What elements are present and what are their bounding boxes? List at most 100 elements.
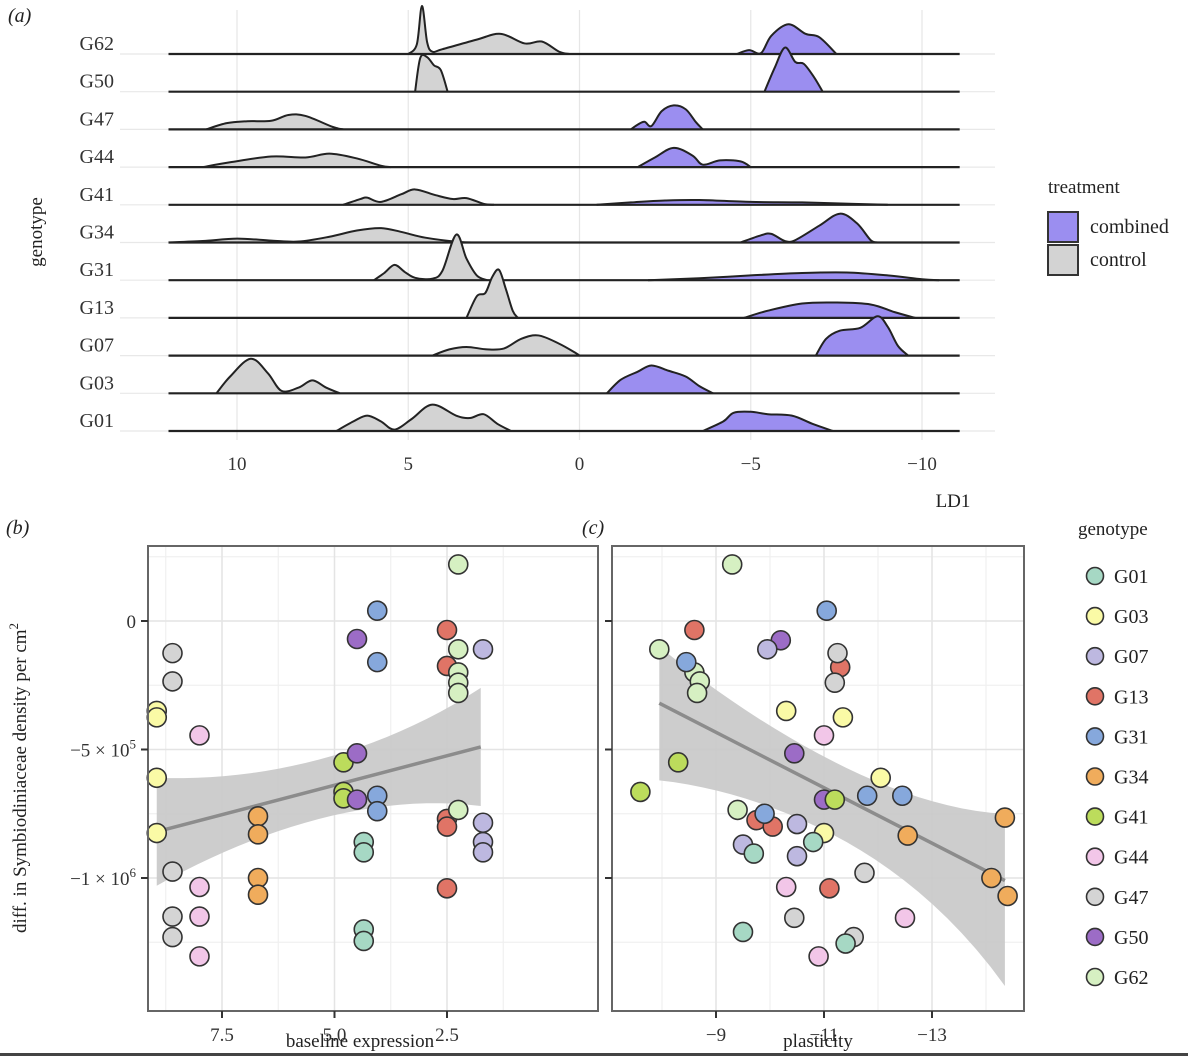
- ridge-g13: [168, 268, 960, 319]
- point-g41: [630, 781, 651, 803]
- point-g62: [721, 554, 743, 575]
- point-g13: [436, 619, 458, 641]
- x-tick-label: 0: [575, 454, 585, 475]
- point-g03: [146, 822, 168, 844]
- legend-dot: [1085, 767, 1105, 786]
- legend-label: G03: [1114, 606, 1148, 628]
- x-tick-label: 10: [228, 454, 247, 475]
- point-g44: [189, 725, 210, 746]
- density-combined-g34: [740, 213, 878, 243]
- point-g34: [247, 884, 269, 906]
- point-g62: [648, 638, 670, 660]
- point-g47: [162, 926, 183, 948]
- point-g31: [891, 785, 913, 807]
- row-label-g47: G47: [80, 108, 114, 130]
- point-g34: [247, 806, 269, 827]
- treatment-legend: treatment combined control: [1047, 177, 1169, 276]
- legend-label-control: control: [1090, 249, 1147, 271]
- plot-frame: [611, 545, 1025, 1012]
- density-outline-combined: [637, 146, 752, 168]
- row-label-g34: G34: [80, 222, 114, 244]
- row-label-g50: G50: [80, 71, 114, 93]
- point-g34: [997, 885, 1018, 907]
- panel-b-scatter: (b) 7.5 5.0 2.5 0 −5 × 105 −1 × 106 diff. in …: [6, 517, 599, 1052]
- y-tick-label: −5 × 105: [70, 737, 136, 762]
- legend-item-g13: G13: [1085, 686, 1148, 708]
- ridge-g07: [168, 315, 960, 357]
- legend-item-g41: G41: [1085, 807, 1148, 829]
- point-g34: [994, 807, 1016, 828]
- legend-dot: [1085, 847, 1105, 867]
- point-g47: [824, 672, 846, 693]
- legend-dot: [1085, 967, 1105, 987]
- density-combined-g01: [702, 411, 833, 431]
- treatment-legend-title: treatment: [1048, 177, 1120, 198]
- density-outline-combined: [606, 364, 714, 395]
- point-g31: [816, 600, 838, 622]
- density-control-g62: [408, 5, 570, 55]
- point-g03: [870, 767, 892, 789]
- panel-a-row-labels: G62 G50 G47 G44 G41 G34 G31 G13 G07 G03 G01: [80, 33, 114, 432]
- panel-b-label: (b): [6, 517, 30, 539]
- point-g31: [754, 803, 775, 825]
- density-outline-combined: [647, 271, 940, 282]
- point-g41: [667, 752, 689, 773]
- point-g13: [436, 877, 458, 899]
- density-outline-combined: [736, 23, 838, 55]
- legend-swatch-control: [1047, 244, 1079, 276]
- x-tick-label: −9: [706, 1025, 726, 1046]
- point-g47: [162, 861, 183, 882]
- density-combined-g03: [606, 365, 714, 394]
- legend-dot: [1085, 646, 1105, 666]
- ridge-g03: [168, 357, 960, 395]
- point-g07: [786, 845, 808, 867]
- density-outline-combined: [630, 104, 704, 131]
- ridge-g31: [168, 233, 960, 282]
- legend-item-g34: G34: [1085, 767, 1148, 789]
- density-control-g13: [466, 269, 518, 318]
- legend-item-g50: G50: [1085, 927, 1148, 949]
- point-g50: [346, 743, 368, 764]
- point-g62: [447, 682, 469, 704]
- point-g62: [447, 638, 469, 660]
- density-control-g01: [336, 404, 511, 431]
- point-g07: [472, 841, 494, 863]
- point-g31: [366, 600, 388, 622]
- point-g50: [346, 628, 368, 650]
- ridge-g44: [168, 146, 960, 169]
- legend-dot: [1085, 566, 1105, 586]
- ridge-g41: [168, 188, 960, 206]
- legend-dot: [1085, 927, 1105, 947]
- point-g03: [146, 707, 168, 728]
- legend-label: G01: [1114, 566, 1148, 588]
- point-g44: [189, 906, 210, 927]
- density-outline-combined: [740, 212, 878, 244]
- density-outline-control: [431, 334, 581, 357]
- density-outline-combined: [702, 410, 834, 432]
- x-tick-label: −13: [917, 1025, 947, 1046]
- point-g62: [447, 554, 469, 575]
- legend-item-g01: G01: [1085, 566, 1148, 588]
- panel-a-x-axis-title: LD1: [936, 491, 971, 512]
- point-g44: [813, 725, 835, 746]
- plot-frame: [147, 545, 599, 1012]
- ridge-g47: [168, 104, 960, 131]
- density-control-g03: [216, 358, 340, 394]
- point-g62: [447, 799, 469, 821]
- point-g47: [162, 671, 183, 692]
- panel-a-label: (a): [8, 5, 32, 27]
- legend-label: G07: [1114, 646, 1148, 668]
- panel-a-x-ticks: 10 5 0 −5 −10: [228, 454, 937, 475]
- x-tick-label: 2.5: [435, 1025, 459, 1046]
- legend-item-g44: G44: [1085, 847, 1148, 869]
- panel-a-ridgeline: (a) G62 G50 G47 G44 G41 G34 G31 G13 G07 G03 G01 10…: [8, 4, 1169, 512]
- point-g44: [894, 907, 916, 929]
- genotype-legend-title: genotype: [1078, 519, 1148, 540]
- density-control-g07: [432, 335, 580, 356]
- row-label-g01: G01: [80, 410, 114, 432]
- y-axis-title-text: diff. in Symbiodiniaceae density per cm: [10, 629, 31, 933]
- panel-b-plot-area: 7.5 5.0 2.5 0 −5 × 105 −1 × 106: [70, 545, 599, 1046]
- point-g03: [775, 700, 797, 722]
- x-tick-label: 5.0: [323, 1025, 347, 1046]
- point-g34: [981, 867, 1002, 889]
